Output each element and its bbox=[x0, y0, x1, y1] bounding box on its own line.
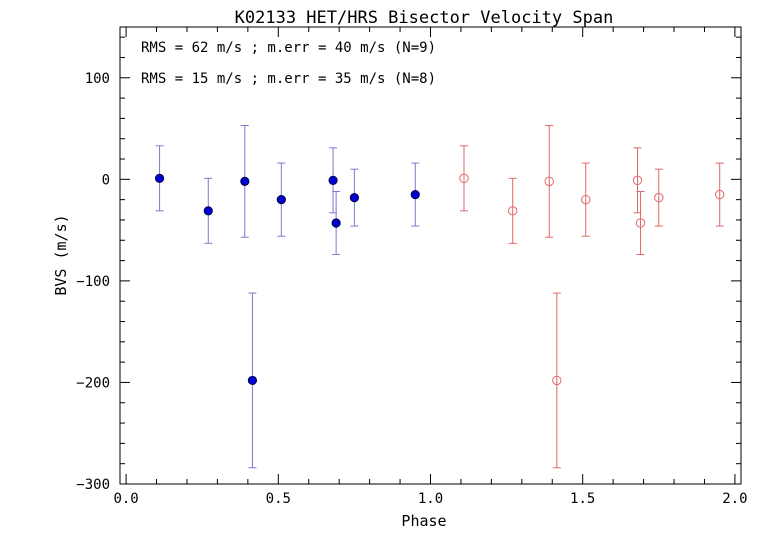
point-marker bbox=[410, 189, 420, 200]
point-marker bbox=[544, 176, 554, 187]
data-point-s1-p4 bbox=[581, 162, 591, 237]
point-marker bbox=[331, 218, 341, 228]
point-marker bbox=[276, 195, 286, 205]
x-tick-label-2: 1.0 bbox=[418, 491, 443, 507]
y-tick-label-1: −200 bbox=[76, 375, 110, 391]
point-marker bbox=[247, 375, 258, 386]
y-tick-label-0: −300 bbox=[76, 477, 110, 493]
point-marker bbox=[240, 176, 250, 186]
x-tick-label-3: 1.5 bbox=[570, 491, 595, 507]
point-marker bbox=[632, 175, 643, 186]
annotation-rms-2: RMS = 15 m/s ; m.err = 35 m/s (N=8) bbox=[141, 71, 436, 87]
data-point-s0-p6 bbox=[331, 191, 341, 255]
data-point-s1-p0 bbox=[459, 145, 469, 212]
point-marker bbox=[328, 175, 338, 185]
data-point-s0-p5 bbox=[328, 147, 338, 214]
data-point-s1-p8 bbox=[714, 162, 725, 227]
x-tick-label-0: 0.0 bbox=[113, 491, 138, 507]
data-point-s1-p3 bbox=[552, 292, 562, 469]
point-marker bbox=[459, 173, 469, 184]
y-tick-label-2: −100 bbox=[76, 274, 110, 290]
x-axis-label: Phase bbox=[401, 512, 446, 530]
data-point-s0-p4 bbox=[276, 162, 286, 237]
data-point-s0-p1 bbox=[203, 177, 213, 244]
point-marker bbox=[349, 193, 359, 203]
data-point-s1-p6 bbox=[635, 191, 646, 255]
point-marker bbox=[714, 189, 725, 200]
data-point-s0-p8 bbox=[410, 162, 420, 227]
chart-title: K02133 HET/HRS Bisector Velocity Span bbox=[235, 8, 614, 28]
plot-frame bbox=[119, 26, 742, 485]
point-marker bbox=[507, 206, 518, 216]
point-marker bbox=[552, 375, 562, 386]
annotation-rms-1: RMS = 62 m/s ; m.err = 40 m/s (N=9) bbox=[141, 40, 436, 56]
y-axis-label: BVS (m/s) bbox=[52, 214, 70, 295]
data-marks bbox=[154, 125, 725, 469]
point-marker bbox=[654, 192, 664, 203]
data-point-s1-p5 bbox=[632, 147, 643, 214]
data-point-s1-p2 bbox=[544, 125, 554, 238]
data-point-s0-p0 bbox=[154, 145, 165, 212]
point-marker bbox=[635, 218, 646, 228]
point-marker bbox=[581, 194, 591, 205]
x-tick-label-1: 0.5 bbox=[266, 491, 291, 507]
tick-labels: 0.0 0.5 1.0 1.5 2.0 −300 −200 −100 0 100 bbox=[76, 71, 747, 507]
point-marker bbox=[154, 173, 165, 183]
data-point-s0-p3 bbox=[247, 292, 258, 469]
y-tick-label-3: 0 bbox=[102, 172, 110, 188]
data-point-s1-p7 bbox=[654, 168, 664, 227]
x-tick-label-4: 2.0 bbox=[722, 491, 747, 507]
data-point-s0-p7 bbox=[349, 168, 359, 227]
data-point-s0-p2 bbox=[240, 125, 250, 238]
data-point-s1-p1 bbox=[507, 177, 518, 244]
axis-ticks bbox=[120, 27, 741, 485]
point-marker bbox=[203, 206, 213, 216]
y-tick-label-4: 100 bbox=[85, 71, 110, 87]
